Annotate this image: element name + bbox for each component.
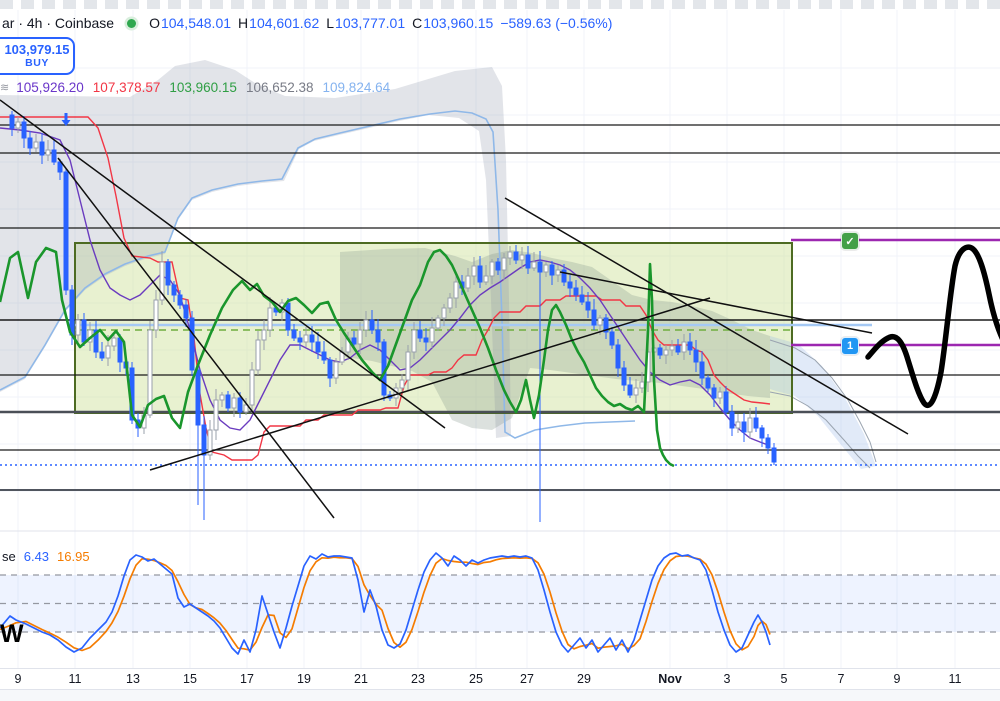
symbol-legend[interactable]: ar · 4h · Coinbase O104,548.01 H104,601.… <box>2 15 612 31</box>
buy-label: BUY <box>25 57 49 69</box>
time-axis-label: 7 <box>837 672 845 686</box>
stoch-k-line <box>0 552 771 655</box>
low-value: 103,777.01 <box>335 15 406 31</box>
drawn-squiggle[interactable] <box>865 244 1000 408</box>
time-axis-label: 11 <box>68 672 82 686</box>
candles <box>9 111 777 522</box>
high-value: 104,601.62 <box>249 15 320 31</box>
drawn-text-annotation[interactable]: W <box>0 620 24 648</box>
time-axis-label: 9 <box>893 672 901 686</box>
ichimoku-value-3: 106,652.38 <box>245 80 314 95</box>
time-axis-label: 15 <box>183 672 197 686</box>
ichimoku-cloud-mid <box>340 248 770 430</box>
time-axis-label: 25 <box>469 672 483 686</box>
oscillator-legend[interactable]: se 6.43 16.95 <box>2 549 90 564</box>
oscillator-pane <box>0 530 1000 655</box>
time-axis-label: 13 <box>126 672 140 686</box>
trend-line[interactable] <box>149 297 711 471</box>
lagging-span-line <box>0 246 675 468</box>
market-status-icon <box>127 18 137 28</box>
trend-line[interactable] <box>57 157 335 519</box>
trend-line[interactable] <box>504 197 909 435</box>
low-label: L <box>326 15 335 31</box>
one-badge[interactable]: 1 <box>841 337 859 355</box>
stoch-d-line <box>0 554 771 652</box>
open-label: O <box>149 15 160 31</box>
high-label: H <box>238 15 249 31</box>
ichimoku-legend[interactable]: ≋ 105,926.20 107,378.57 103,960.15 106,652.… <box>0 80 390 95</box>
ichimoku-value-1: 107,378.57 <box>92 80 161 95</box>
checkmark-badge[interactable]: ✓ <box>841 232 859 250</box>
oscillator-label: se <box>2 549 16 564</box>
time-axis-label: 9 <box>14 672 22 686</box>
symbol-title: ar · 4h · Coinbase <box>2 15 115 31</box>
ichimoku-value-4: 109,824.64 <box>322 80 391 95</box>
bottom-strip <box>0 689 1000 701</box>
time-axis-label: 3 <box>723 672 731 686</box>
main-pane <box>0 60 1000 522</box>
trend-line[interactable] <box>559 271 873 334</box>
trend-line[interactable] <box>0 99 446 429</box>
time-axis-label: 27 <box>520 672 534 686</box>
close-value: 103,960.15 <box>423 15 494 31</box>
ichimoku-value-2: 103,960.15 <box>169 80 237 95</box>
time-axis-label: 21 <box>354 672 368 686</box>
cloud-boundary-line <box>769 339 877 463</box>
sell-arrow-icon <box>61 113 71 126</box>
ohlc-close: C103,960.15 <box>412 15 493 31</box>
time-axis-label: 5 <box>780 672 788 686</box>
time-axis-label: 19 <box>297 672 311 686</box>
time-axis-label: 23 <box>411 672 425 686</box>
buy-price: 103,979.15 <box>4 42 70 57</box>
change-value: −589.63 (−0.56%) <box>500 15 613 31</box>
ohlc-open: O104,548.01 <box>149 15 231 31</box>
time-axis[interactable]: 9 11 13 15 17 19 21 23 25 27 29 Nov 3 5 7 9 11 <box>0 668 1000 690</box>
ohlc-high: H104,601.62 <box>238 15 319 31</box>
time-axis-label: 11 <box>948 672 962 686</box>
ohlc-low: L103,777.01 <box>326 15 405 31</box>
time-axis-label: 17 <box>240 672 254 686</box>
senkou-edge-line <box>0 110 636 439</box>
buy-button[interactable]: 103,979.15 BUY <box>0 37 75 75</box>
close-label: C <box>412 15 423 31</box>
cloud-boundary-line <box>769 391 871 469</box>
ichimoku-value-0: 105,926.20 <box>16 80 84 95</box>
indicator-icon: ≋ <box>0 82 10 94</box>
window-top-strip <box>0 0 1000 9</box>
oscillator-k-value: 6.43 <box>23 549 50 564</box>
ichimoku-cloud-past <box>0 60 511 438</box>
oscillator-d-value: 16.95 <box>57 549 90 564</box>
open-value: 104,548.01 <box>160 15 232 31</box>
time-axis-label: 29 <box>577 672 591 686</box>
time-axis-label: Nov <box>658 672 682 686</box>
